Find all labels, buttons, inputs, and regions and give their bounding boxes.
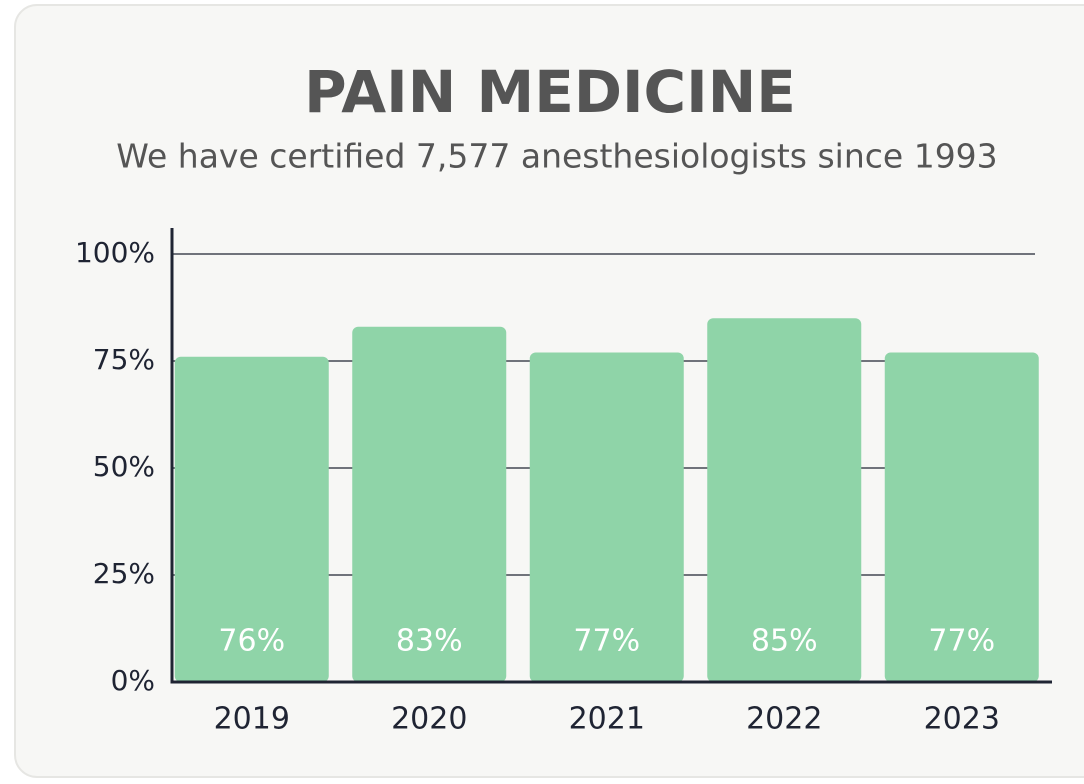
- value-label: 76%: [218, 624, 285, 659]
- x-tick-label: 2019: [214, 702, 290, 737]
- value-label: 83%: [396, 624, 463, 659]
- bar: [352, 326, 507, 682]
- value-label: 77%: [928, 624, 995, 659]
- y-tick-label: 75%: [93, 343, 155, 376]
- y-tick-label: 50%: [93, 450, 155, 483]
- bar: [884, 352, 1039, 682]
- bar: [174, 356, 329, 682]
- chart-title: PAIN MEDICINE: [304, 58, 796, 126]
- bar: [707, 318, 862, 682]
- value-label: 85%: [751, 624, 818, 659]
- y-tick-label: 25%: [93, 557, 155, 590]
- x-tick-label: 2022: [746, 702, 822, 737]
- y-tick-label: 0%: [111, 664, 155, 697]
- x-tick-label: 2021: [569, 702, 645, 737]
- x-tick-label: 2020: [391, 702, 467, 737]
- y-tick-label: 100%: [75, 236, 155, 269]
- value-label: 77%: [573, 624, 640, 659]
- bar: [529, 352, 684, 682]
- x-tick-label: 2023: [924, 702, 1000, 737]
- chart-subtitle: We have certified 7,577 anesthesiologist…: [116, 137, 997, 176]
